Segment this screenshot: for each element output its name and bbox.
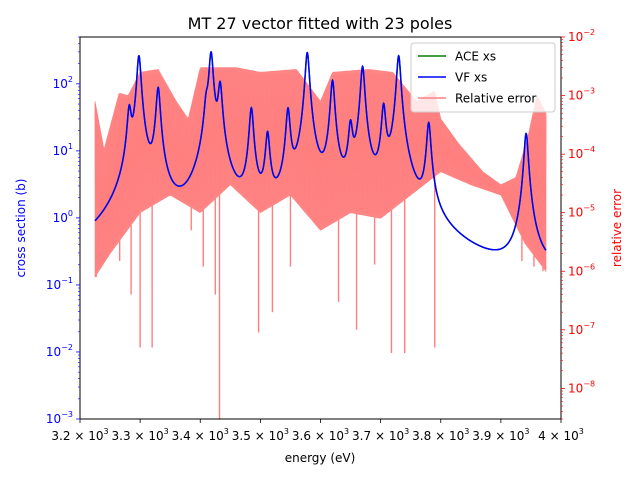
x-tick-label: 4 × 103 [538,427,584,443]
left-y-axis-ticks: 102 101 100 10−1 10−2 10−3 [46,36,80,426]
chart-title: MT 27 vector fitted with 23 poles [188,14,453,33]
legend-ace-label: ACE xs [455,50,496,64]
relative-error-line [94,69,547,273]
right-y-tick-label: 10−4 [568,145,595,161]
x-axis-label: energy (eV) [285,451,356,465]
x-tick-label: 3.2 × 103 [51,427,108,443]
legend-relerr-label: Relative error [455,92,536,106]
right-y-axis-label: relative error [610,189,624,267]
relative-error-layer [94,67,547,419]
right-y-axis-ticks: 10−2 10−3 10−4 10−5 10−6 10−7 10−8 [561,28,595,420]
legend: ACE xs VF xs Relative error [410,42,556,113]
left-y-tick-label: 100 [53,209,73,225]
legend-vf-label: VF xs [455,71,487,85]
x-tick-label: 3.6 × 103 [292,427,349,443]
x-tick-label: 3.3 × 103 [112,427,169,443]
legend-box [410,42,556,113]
right-y-tick-label: 10−2 [568,28,595,44]
right-y-tick-label: 10−6 [568,262,595,278]
left-y-tick-label: 10−2 [46,343,73,359]
x-tick-label: 3.4 × 103 [172,427,229,443]
left-y-axis-label: cross section (b) [14,179,28,278]
right-y-tick-label: 10−7 [568,321,595,337]
right-y-tick-label: 10−5 [568,204,595,220]
x-tick-label: 3.8 × 103 [412,427,469,443]
right-y-tick-label: 10−8 [568,379,595,395]
x-tick-label: 3.7 × 103 [352,427,409,443]
cross-section-layer [94,51,547,251]
x-axis-ticks: 3.2 × 103 3.3 × 103 3.4 × 103 3.5 × 103 3.6 … [51,419,584,443]
left-y-tick-label: 10−1 [46,276,73,292]
x-tick-label: 3.5 × 103 [232,427,289,443]
vf-xs-line [94,51,547,251]
left-y-tick-label: 10−3 [46,410,73,426]
left-y-tick-label: 101 [53,142,73,158]
left-y-tick-label: 102 [53,75,73,91]
x-tick-label: 3.9 × 103 [472,427,529,443]
plot-area [94,51,547,419]
right-y-tick-label: 10−3 [568,87,595,103]
